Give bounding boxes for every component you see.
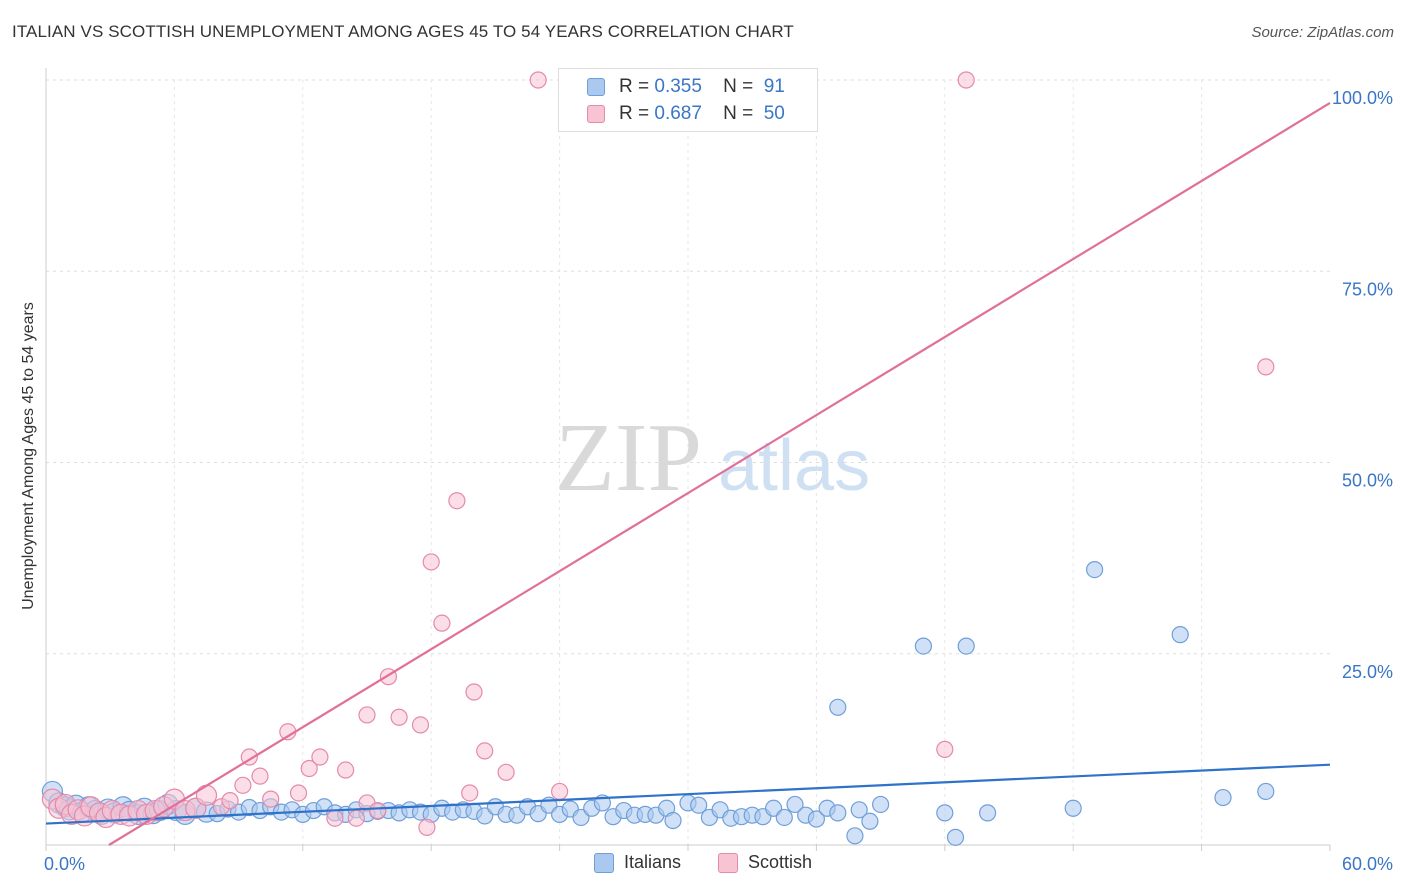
point-scottish [957,71,975,89]
point-scottish [326,809,344,827]
stats-text-scottish: R = 0.687 N = 50 [619,103,785,125]
data-points [41,71,1275,846]
n-label: N = [723,103,754,124]
point-italians [1171,626,1189,644]
legend-swatch-italians [593,852,614,873]
stats-legend: R = 0.355 N = 91 R = 0.687 N = 50 [558,68,818,132]
point-italians [850,801,868,819]
point-scottish [369,801,387,820]
point-scottish [550,782,569,801]
point-italians [1085,560,1104,579]
legend-label-scottish: Scottish [748,852,813,872]
gridlines [46,79,1330,845]
n-label: N = [723,76,754,97]
point-italians [829,804,847,822]
point-italians [936,804,954,822]
point-scottish [262,790,280,808]
legend-swatch-scottish [718,852,739,873]
point-scottish [422,553,440,571]
point-scottish [476,742,494,760]
point-italians [846,827,864,845]
y-tick-label: 100.0% [1332,88,1393,108]
point-scottish [195,784,218,806]
axes [45,68,1331,851]
y-tick-label: 75.0% [1342,279,1393,299]
point-italians [807,810,826,828]
point-scottish [251,767,269,785]
point-scottish [221,792,239,810]
watermark-atlas: atlas [718,426,870,506]
point-italians [871,795,890,814]
n-value: 50 [763,103,785,124]
point-italians [861,812,879,830]
point-scottish [300,759,318,778]
point-italians [978,804,997,822]
point-scottish [448,492,466,510]
r-value: 0.687 [654,103,702,124]
stats-swatch-scottish [587,105,605,123]
watermark: ZIP atlas [555,404,870,512]
point-italians [957,637,975,655]
point-italians [664,811,682,830]
point-scottish [411,716,430,734]
n-value: 91 [763,76,785,97]
point-scottish [311,748,329,766]
point-italians [775,808,793,827]
point-scottish [465,683,483,701]
y-tick-label: 25.0% [1342,662,1393,682]
watermark-zip: ZIP [555,404,702,512]
point-scottish [337,761,355,779]
point-scottish [234,776,252,794]
source-credit: Source: ZipAtlas.com [1251,24,1394,41]
series-legend: Italians Scottish [0,852,1406,878]
stats-swatch-italians [587,78,605,96]
r-label: R = [619,103,650,124]
x-tick-label-max: 60.0% [1342,854,1393,874]
point-italians [1214,788,1232,807]
point-scottish [433,614,451,632]
point-scottish [418,818,436,837]
point-scottish [289,784,308,802]
point-scottish [461,784,479,802]
point-italians [690,796,708,814]
point-scottish [347,809,365,827]
y-tick-label: 50.0% [1342,471,1393,491]
point-italians [829,698,847,716]
point-scottish [358,706,376,724]
r-value: 0.355 [654,76,702,97]
point-scottish [390,708,408,726]
point-italians [946,828,965,846]
point-scottish [497,763,515,781]
x-tick-label-min: 0.0% [44,854,85,874]
point-scottish [529,71,547,89]
point-scottish [936,740,954,758]
point-italians [786,795,804,814]
point-italians [1064,799,1082,817]
r-label: R = [619,76,650,97]
trend-line-italians [45,763,1331,825]
legend-item-scottish[interactable]: Scottish [718,852,812,873]
point-italians [914,637,933,655]
tick-labels: 25.0% 50.0% 75.0% 100.0% 0.0% 60.0% [44,88,1393,874]
legend-item-italians[interactable]: Italians [593,852,681,873]
legend-label-italians: Italians [623,852,681,872]
stats-text-italians: R = 0.355 N = 91 [619,76,785,98]
point-italians [1257,782,1275,801]
trend-line-scottish [108,102,1331,846]
point-scottish [1257,358,1275,376]
trend-lines [45,102,1331,846]
chart-title: ITALIAN VS SCOTTISH UNEMPLOYMENT AMONG A… [12,22,794,41]
